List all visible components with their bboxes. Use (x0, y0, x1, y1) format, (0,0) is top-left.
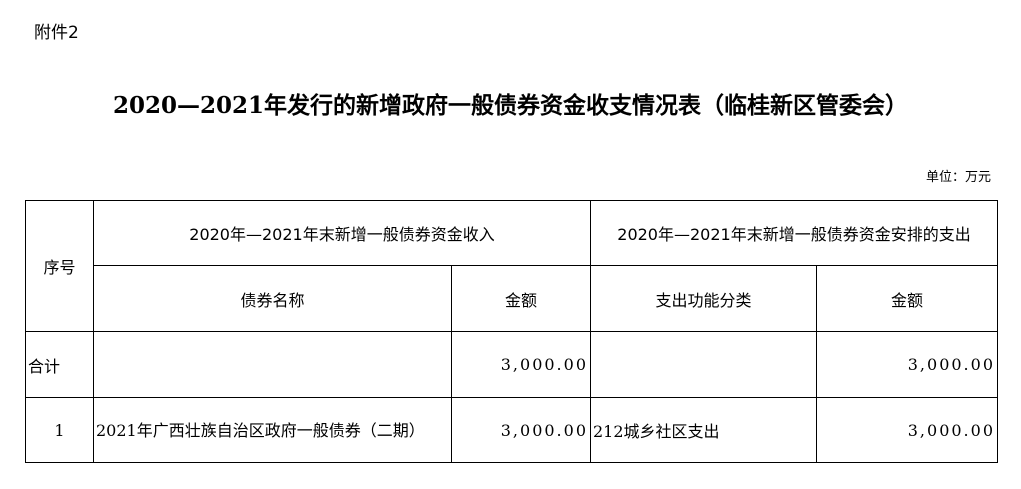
row-expense-amount: 3,000.00 (816, 397, 998, 463)
attachment-label: 附件2 (34, 23, 79, 43)
row-seq: 1 (25, 397, 94, 463)
header-expense-group: 2020年—2021年末新增一般债券资金安排的支出 (590, 200, 998, 266)
header-seq: 序号 (25, 200, 94, 332)
page-title: 2020—2021年发行的新增政府一般债券资金收支情况表（临桂新区管委会） (112, 92, 909, 119)
total-income-amount: 3,000.00 (451, 331, 591, 398)
total-row: 合计 3,000.00 3,000.00 (25, 331, 998, 398)
income-expense-table: 序号 2020年—2021年末新增一般债券资金收入 2020年—2021年末新增… (25, 200, 998, 463)
row-bond-name: 2021年广西壮族自治区政府一般债券（二期） (93, 397, 452, 463)
header-income-amount: 金额 (451, 265, 591, 332)
total-label: 合计 (25, 331, 94, 398)
header-expense-amount: 金额 (816, 265, 998, 332)
total-expense-amount: 3,000.00 (816, 331, 998, 398)
unit-label: 单位：万元 (925, 170, 991, 185)
header-function: 支出功能分类 (590, 265, 817, 332)
total-function (590, 331, 817, 398)
header-bond-name: 债券名称 (93, 265, 452, 332)
table-row: 1 2021年广西壮族自治区政府一般债券（二期） 3,000.00 212城乡社… (25, 397, 998, 463)
row-income-amount: 3,000.00 (451, 397, 591, 463)
row-function: 212城乡社区支出 (590, 397, 817, 463)
total-bond-name (93, 331, 452, 398)
header-income-group: 2020年—2021年末新增一般债券资金收入 (93, 200, 591, 266)
